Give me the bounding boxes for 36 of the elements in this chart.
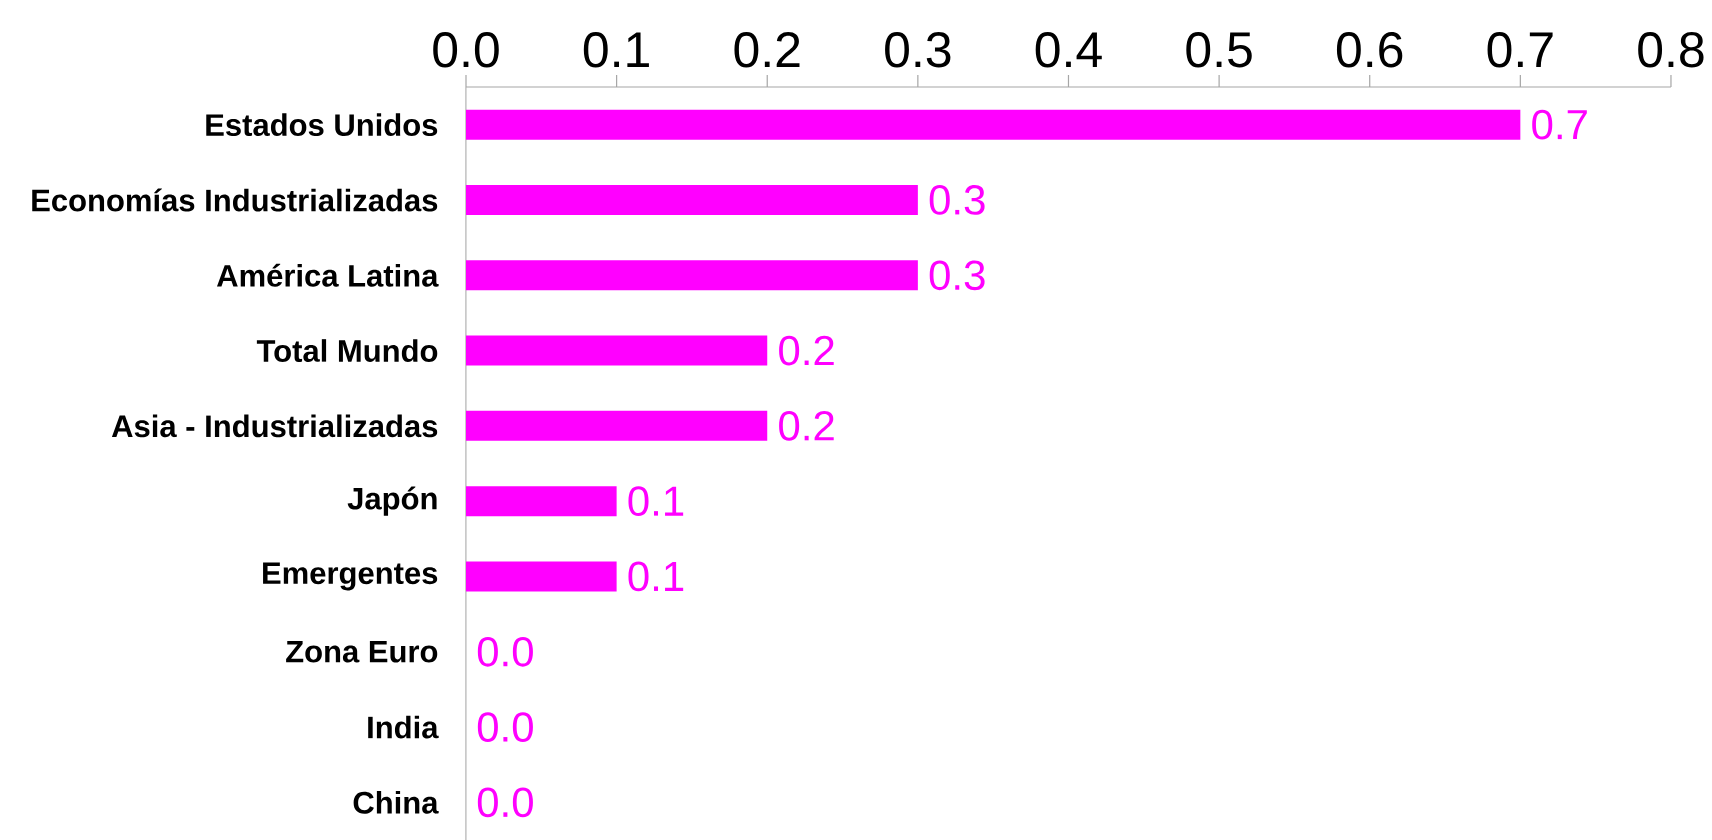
x-tick-label: 0.7 xyxy=(1487,32,1553,68)
x-tick-label: 0.6 xyxy=(1336,32,1403,68)
y-tick-label: Japón xyxy=(347,486,437,516)
y-tick-label: Total Mundo xyxy=(256,339,438,362)
y-tick-label: China xyxy=(353,790,439,814)
x-tick-label: 0.1 xyxy=(583,32,649,68)
y-tick-label: Economías Industrializadas xyxy=(32,188,438,212)
x-tick-label: 0.8 xyxy=(1638,32,1704,68)
bar xyxy=(466,561,617,592)
data-label: 0.2 xyxy=(779,410,834,441)
data-label: 0.3 xyxy=(929,260,985,291)
bar xyxy=(466,260,918,291)
x-tick-label: 0.3 xyxy=(885,32,951,68)
y-tick-label: Zona Euro xyxy=(286,640,438,663)
x-tick-label: 0.5 xyxy=(1186,32,1252,68)
x-tick-label: 0.2 xyxy=(734,32,800,68)
data-label: 0.1 xyxy=(628,486,684,517)
y-tick-label: Asia - Industrializadas xyxy=(111,414,438,438)
data-label: 0.1 xyxy=(628,561,684,592)
data-label: 0.7 xyxy=(1532,109,1587,140)
data-label: 0.0 xyxy=(477,712,533,742)
data-label: 0.2 xyxy=(779,335,834,366)
y-tick-label: América Latina xyxy=(216,263,439,287)
y-tick-label: Estados Unidos xyxy=(206,113,438,137)
data-label: 0.0 xyxy=(477,787,533,818)
data-label: 0.0 xyxy=(477,636,533,667)
y-tick-label: India xyxy=(368,715,439,739)
bar xyxy=(466,486,617,517)
data-label: 0.3 xyxy=(929,185,985,215)
bar xyxy=(466,184,918,215)
x-tick-label: 0.4 xyxy=(1035,32,1102,68)
bar xyxy=(466,410,768,441)
x-tick-label: 0.0 xyxy=(433,32,499,68)
bar xyxy=(466,109,1521,140)
bar xyxy=(466,335,768,366)
y-tick-label: Emergentes xyxy=(263,562,438,591)
